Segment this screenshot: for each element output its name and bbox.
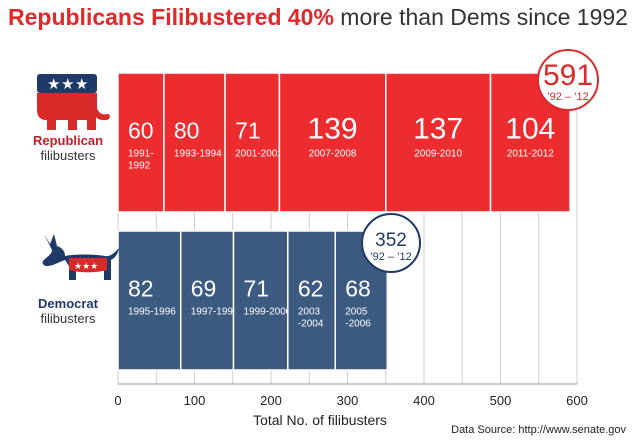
democrat-label-sub: filibusters	[40, 311, 96, 326]
svg-text:★: ★	[61, 75, 74, 93]
x-tick-label: 200	[260, 393, 282, 408]
bar-value-label: 60	[128, 118, 154, 144]
bar-period-label: 1991-	[128, 149, 154, 160]
x-tick-label: 100	[184, 393, 206, 408]
bar-value-label: 68	[345, 276, 371, 302]
bar-segment	[117, 72, 165, 213]
chart-title: Republicans Filibustered 40% more than D…	[8, 4, 628, 31]
bar-period-label: 1993-1994	[174, 149, 222, 160]
bar-period-label: 1997-1998	[191, 307, 239, 318]
bar-value-label: 69	[191, 276, 217, 302]
bar-value-label: 71	[235, 118, 261, 144]
bar-period-label: -2006	[345, 319, 371, 330]
bar-period-label: 2011-2012	[507, 149, 555, 160]
x-tick-label: 500	[490, 393, 512, 408]
bar-segment	[232, 230, 289, 371]
total-badge-circle	[537, 49, 599, 111]
total-badge-value: 352	[375, 230, 407, 251]
svg-text:★: ★	[47, 75, 60, 93]
total-badge-value: 591	[543, 59, 593, 92]
republican-label-sub: filibusters	[40, 148, 96, 163]
bar-period-label: 2001-2002	[235, 149, 283, 160]
bar-value-label: 71	[244, 276, 270, 302]
x-axis: 0 100 200 300 400 500 600	[114, 383, 588, 408]
x-tick-label: 0	[114, 393, 121, 408]
total-badge-period: ’92 – ’12	[370, 251, 412, 263]
chart-title-rest: more than Dems since 1992	[333, 4, 628, 30]
bar-period-label: 2005	[345, 307, 368, 318]
bar-period-label: 2007-2008	[309, 149, 357, 160]
republican-label: Republican filibusters	[22, 133, 114, 163]
bar-period-label: 2003	[298, 307, 321, 318]
x-tick-label: 300	[337, 393, 359, 408]
bar-segment	[163, 72, 226, 213]
x-tick-label: 600	[566, 393, 588, 408]
democrat-donkey-icon: ★★★	[42, 234, 119, 280]
bar-segment	[224, 72, 281, 213]
bar-period-label: 2009-2010	[414, 149, 462, 160]
bar-segment	[278, 72, 387, 213]
democrat-label: Democrat filibusters	[22, 296, 114, 326]
republican-label-name: Republican	[32, 133, 104, 148]
bar-period-label: 1999-2000	[244, 307, 292, 318]
democrat-label-name: Democrat	[38, 296, 98, 311]
total-badge-period: ’92 – ’12	[547, 91, 589, 103]
bar-value-label: 139	[308, 113, 358, 146]
bar-period-label: -2004	[298, 319, 324, 330]
svg-text:★: ★	[75, 75, 88, 93]
x-axis-title: Total No. of filibusters	[253, 412, 387, 428]
x-tick-label: 400	[413, 393, 435, 408]
bar-value-label: 137	[413, 113, 463, 146]
data-source: Data Source: http://www.senate.gov	[451, 424, 626, 436]
bar-segment	[385, 72, 492, 213]
svg-text:★★★: ★★★	[74, 262, 98, 272]
bar-segment	[287, 230, 337, 371]
bar-period-label: 1995-1996	[128, 307, 176, 318]
bar-segment	[117, 230, 182, 371]
bar-value-label: 104	[505, 113, 555, 146]
bar-value-label: 62	[298, 276, 324, 302]
bar-value-label: 82	[128, 276, 154, 302]
total-badge-circle	[361, 213, 421, 273]
bar-value-label: 80	[174, 118, 200, 144]
bar-segment	[179, 230, 235, 371]
bars: 60 1991-1992 80 1993-1994 71 2001-2002 139 2007…	[117, 72, 571, 371]
bar-period-label: 1992	[128, 161, 151, 172]
chart-title-highlight: Republicans Filibustered 40%	[8, 4, 334, 30]
republican-elephant-icon: ★ ★ ★	[37, 74, 110, 130]
